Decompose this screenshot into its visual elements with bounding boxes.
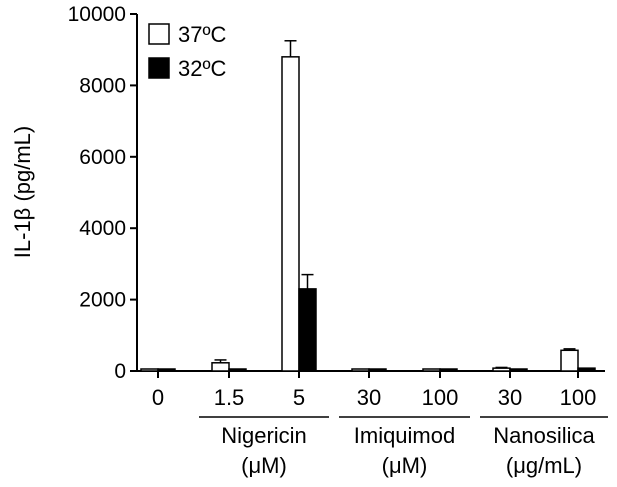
- legend-swatch: [148, 23, 170, 45]
- bar: [228, 368, 247, 372]
- y-tick-label: 10000: [68, 3, 126, 26]
- x-tick-label: 5: [293, 385, 305, 410]
- legend-label: 32ºC: [178, 56, 227, 81]
- x-tick-label: 100: [560, 385, 597, 410]
- group-unit-label: (μg/mL): [506, 453, 582, 478]
- bar: [492, 367, 511, 372]
- bar: [140, 368, 159, 372]
- y-tick-label: 2000: [79, 289, 126, 312]
- bar: [439, 368, 458, 372]
- group-label: Nanosilica: [493, 423, 595, 448]
- legend-swatch: [148, 57, 170, 79]
- x-tick-label: 0: [152, 385, 164, 410]
- bar: [422, 368, 441, 372]
- axes: 0 2000 4000 6000 8000 10000 0 1.5 5 30 100 30 100 Nig…: [68, 3, 608, 478]
- group-label: Nigericin: [221, 423, 307, 448]
- x-tick-label: 30: [498, 385, 522, 410]
- y-tick-label: 8000: [79, 74, 126, 97]
- bar: [560, 349, 579, 372]
- bar: [211, 362, 230, 372]
- group-label: Imiquimod: [354, 423, 455, 448]
- legend: 37ºC 32ºC: [148, 22, 227, 81]
- y-tick-label: 0: [114, 360, 126, 383]
- legend-label: 37ºC: [178, 22, 227, 47]
- x-tick-label: 100: [422, 385, 459, 410]
- bar: [509, 368, 528, 372]
- bar: [368, 368, 387, 372]
- x-tick-label: 1.5: [214, 385, 245, 410]
- x-tick-label: 30: [357, 385, 381, 410]
- group-unit-label: (μM): [382, 453, 428, 478]
- y-tick-label: 6000: [79, 146, 126, 169]
- bar: [281, 56, 300, 372]
- y-axis-label: IL-1β (pg/mL): [10, 126, 35, 258]
- bar: [157, 368, 176, 372]
- bar: [351, 368, 370, 372]
- y-tick-label: 4000: [79, 217, 126, 240]
- bar: [577, 367, 596, 372]
- group-unit-label: (μM): [241, 453, 287, 478]
- bar: [298, 288, 317, 372]
- bars: [140, 40, 596, 372]
